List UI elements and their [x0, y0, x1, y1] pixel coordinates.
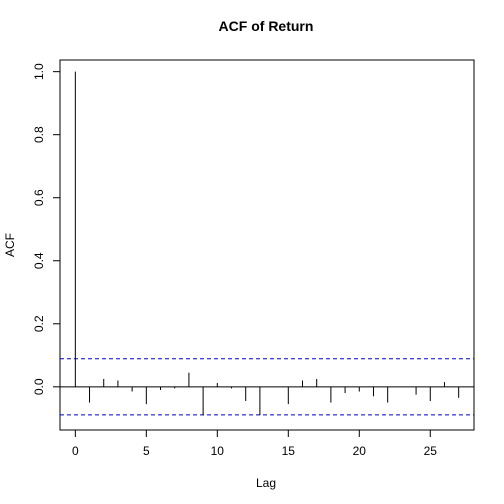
plot-box — [59, 59, 475, 431]
y-tick-label-0.4: 0.4 — [32, 252, 46, 269]
x-tick-label-10: 10 — [211, 444, 225, 458]
chart-title: ACF of Return — [219, 18, 314, 34]
x-axis-label: Lag — [256, 476, 276, 490]
x-tick-label-25: 25 — [424, 444, 438, 458]
y-tick-label-0.8: 0.8 — [32, 126, 46, 143]
x-axis: 0 5 10 15 20 25 — [72, 429, 438, 458]
x-tick-label-15: 15 — [282, 444, 296, 458]
x-tick-label-0: 0 — [72, 444, 79, 458]
y-tick-label-1.0: 1.0 — [32, 63, 46, 80]
y-tick-label-0.0: 0.0 — [32, 378, 46, 395]
x-tick-label-5: 5 — [143, 444, 150, 458]
confidence-bounds — [60, 358, 474, 416]
y-axis: 0.0 0.2 0.4 0.6 0.8 1.0 — [32, 63, 61, 395]
y-tick-label-0.6: 0.6 — [32, 189, 46, 206]
x-tick-label-20: 20 — [353, 444, 367, 458]
acf-bars — [74, 71, 460, 416]
y-axis-label: ACF — [3, 233, 17, 257]
y-tick-label-0.2: 0.2 — [32, 315, 46, 332]
